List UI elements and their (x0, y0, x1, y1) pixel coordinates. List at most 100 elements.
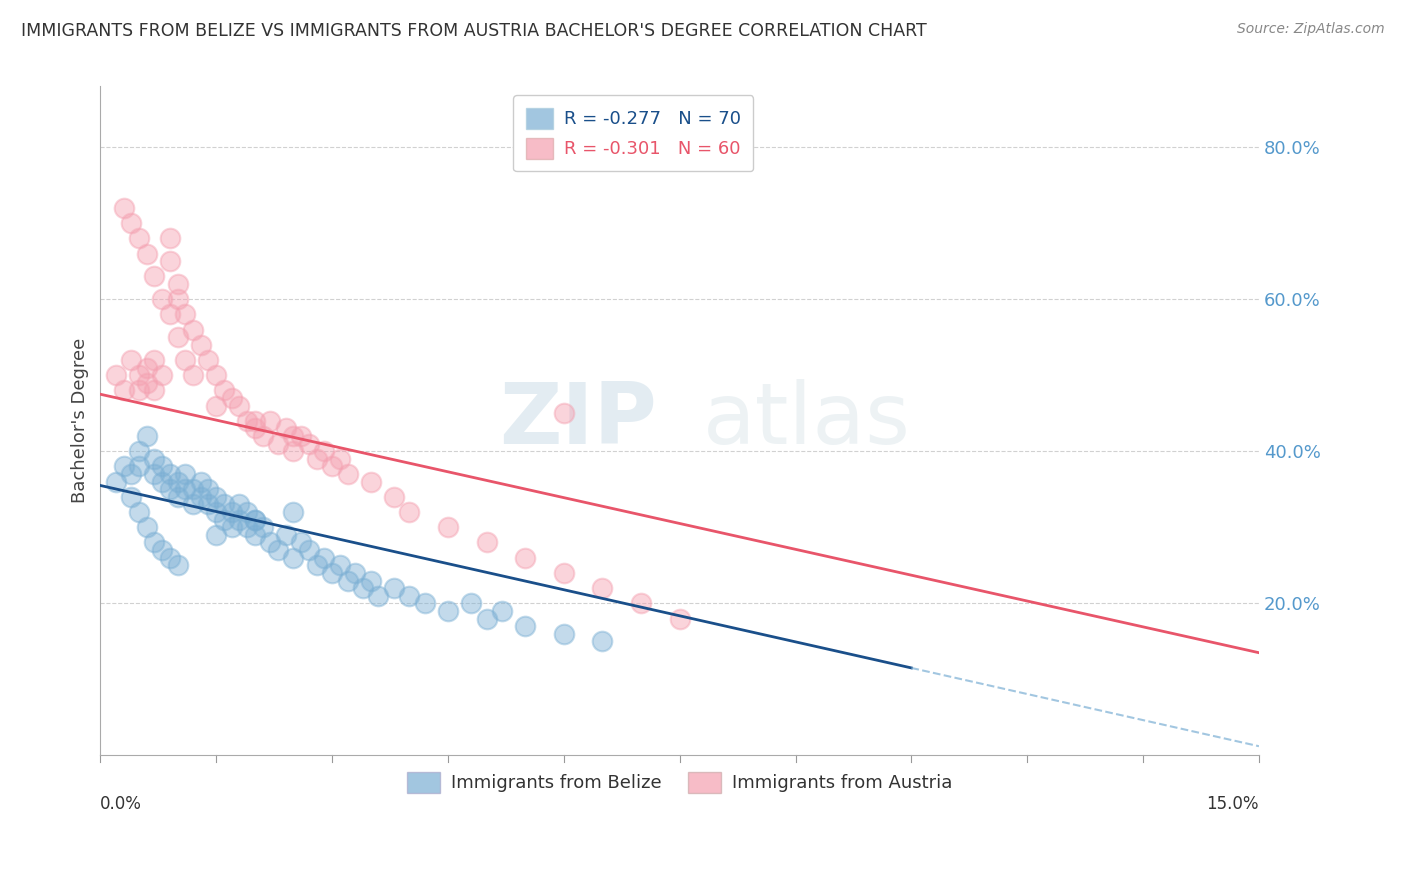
Legend: Immigrants from Belize, Immigrants from Austria: Immigrants from Belize, Immigrants from … (401, 764, 959, 800)
Point (181, 498, 204, 512)
Point (112, 459, 135, 474)
Point (221, 391, 243, 405)
Point (128, 231, 150, 245)
Point (344, 566, 367, 580)
Point (321, 459, 343, 474)
Point (143, 353, 166, 368)
Point (181, 323, 204, 337)
Point (205, 399, 228, 413)
Point (212, 513, 235, 527)
Point (166, 558, 188, 573)
Point (104, 475, 127, 489)
Point (150, 543, 173, 558)
Point (159, 483, 181, 497)
Point (112, 201, 135, 215)
Point (112, 384, 135, 398)
Point (274, 528, 297, 542)
Point (205, 368, 228, 383)
Point (382, 581, 405, 595)
Point (120, 216, 142, 230)
Point (382, 490, 405, 504)
Point (135, 429, 157, 443)
Point (252, 520, 274, 534)
Point (166, 490, 188, 504)
Point (159, 231, 181, 245)
Point (120, 490, 142, 504)
Y-axis label: Bachelor's Degree: Bachelor's Degree (72, 338, 89, 503)
Point (174, 353, 197, 368)
Point (460, 596, 482, 610)
Point (166, 277, 188, 291)
Point (221, 505, 243, 519)
Point (190, 490, 212, 504)
Point (197, 353, 219, 368)
Point (128, 368, 150, 383)
Point (283, 550, 305, 565)
Point (329, 558, 352, 573)
Point (166, 330, 188, 344)
Point (135, 520, 157, 534)
Text: IMMIGRANTS FROM BELIZE VS IMMIGRANTS FROM AUSTRIA BACHELOR'S DEGREE CORRELATION : IMMIGRANTS FROM BELIZE VS IMMIGRANTS FRO… (21, 22, 927, 40)
Point (283, 505, 305, 519)
Point (174, 483, 197, 497)
Point (367, 589, 389, 603)
Text: ZIP: ZIP (499, 379, 657, 462)
Point (321, 566, 343, 580)
Text: 15.0%: 15.0% (1206, 796, 1258, 814)
Point (181, 483, 204, 497)
Point (143, 269, 166, 284)
Point (174, 467, 197, 481)
Point (314, 444, 336, 458)
Point (298, 543, 321, 558)
Point (135, 246, 157, 260)
Point (491, 604, 513, 618)
Point (360, 475, 382, 489)
Point (267, 436, 290, 450)
Point (181, 368, 204, 383)
Point (252, 429, 274, 443)
Point (553, 626, 575, 640)
Point (336, 467, 359, 481)
Point (290, 535, 312, 549)
Point (120, 467, 142, 481)
Point (166, 475, 188, 489)
Point (236, 505, 259, 519)
Point (630, 596, 652, 610)
Point (197, 483, 219, 497)
Point (128, 384, 150, 398)
Point (398, 589, 420, 603)
Point (413, 596, 436, 610)
Point (243, 421, 266, 435)
Point (298, 436, 321, 450)
Point (150, 292, 173, 306)
Point (159, 307, 181, 321)
Point (305, 558, 328, 573)
Point (174, 307, 197, 321)
Point (150, 459, 173, 474)
Point (128, 459, 150, 474)
Point (236, 414, 259, 428)
Point (166, 292, 188, 306)
Point (553, 566, 575, 580)
Point (228, 498, 250, 512)
Point (553, 406, 575, 420)
Point (267, 543, 290, 558)
Point (190, 338, 212, 352)
Point (398, 505, 420, 519)
Point (475, 535, 498, 549)
Point (274, 421, 297, 435)
Point (205, 528, 228, 542)
Point (437, 604, 460, 618)
Point (128, 444, 150, 458)
Point (159, 550, 181, 565)
Point (243, 513, 266, 527)
Point (205, 505, 228, 519)
Point (283, 429, 305, 443)
Point (190, 475, 212, 489)
Point (314, 550, 336, 565)
Point (228, 513, 250, 527)
Point (515, 619, 537, 633)
Point (159, 254, 181, 268)
Point (212, 384, 235, 398)
Point (668, 611, 690, 625)
